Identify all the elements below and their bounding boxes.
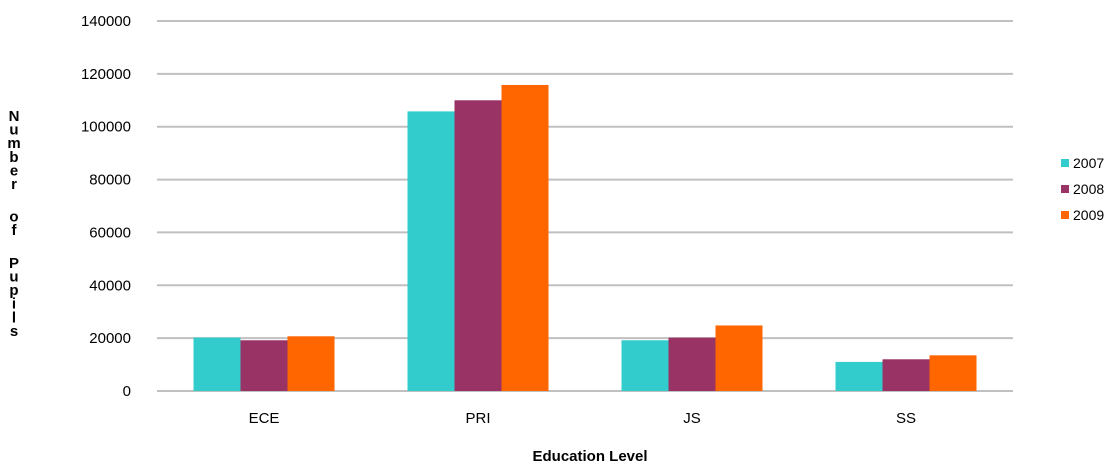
bar-ss-2007 bbox=[835, 361, 883, 391]
y-axis-title-letter: b bbox=[9, 149, 18, 166]
y-axis-title-letter: o bbox=[9, 209, 18, 226]
y-axis-title-letter: l bbox=[12, 309, 16, 326]
legend-label: 2007 bbox=[1073, 155, 1104, 171]
legend-swatch bbox=[1061, 211, 1069, 219]
y-axis-title-letter: m bbox=[7, 135, 20, 152]
bar-ece-2008 bbox=[240, 340, 288, 391]
y-tick-label: 80000 bbox=[89, 172, 131, 189]
y-tick-label: 60000 bbox=[89, 224, 131, 241]
bar-js-2009 bbox=[715, 325, 763, 391]
y-tick-label: 120000 bbox=[81, 66, 131, 83]
legend: 2007 2008 2009 bbox=[1061, 155, 1104, 223]
bar-pri-2009 bbox=[501, 84, 549, 391]
bar-ss-2008 bbox=[882, 359, 930, 391]
x-tick-label: PRI bbox=[465, 410, 490, 427]
y-axis-title-letter: s bbox=[10, 323, 18, 340]
bar-ece-2007 bbox=[193, 337, 241, 391]
y-axis-title-letter: u bbox=[9, 268, 18, 285]
bar-ece-2009 bbox=[287, 336, 335, 391]
y-axis-tick-labels: 0 20000 40000 60000 80000 100000 120000 140000 bbox=[81, 13, 131, 400]
x-axis-title: Education Level bbox=[532, 448, 647, 465]
x-tick-label: SS bbox=[896, 410, 916, 427]
y-axis-title-letter: p bbox=[9, 282, 18, 299]
legend-label: 2009 bbox=[1073, 207, 1104, 223]
y-tick-label: 140000 bbox=[81, 13, 131, 30]
y-tick-label: 40000 bbox=[89, 277, 131, 294]
x-tick-label: JS bbox=[683, 410, 701, 427]
y-axis-title-letter: i bbox=[12, 296, 16, 313]
bar-pri-2007 bbox=[407, 111, 455, 391]
y-tick-label: 20000 bbox=[89, 330, 131, 347]
y-axis-title-letter: e bbox=[10, 162, 18, 179]
bar-js-2008 bbox=[668, 337, 716, 391]
y-axis-title-letter: u bbox=[9, 122, 18, 139]
bar-js-2007 bbox=[621, 340, 669, 391]
y-axis-title-letter: f bbox=[12, 222, 18, 239]
y-tick-label: 100000 bbox=[81, 119, 131, 136]
y-axis-title-letter: P bbox=[9, 255, 19, 272]
bar-ss-2009 bbox=[929, 355, 977, 391]
legend-swatch bbox=[1061, 159, 1069, 167]
x-tick-label: ECE bbox=[249, 410, 280, 427]
gridlines bbox=[157, 20, 1013, 392]
x-axis-category-labels: ECE PRI JS SS bbox=[249, 410, 916, 427]
y-tick-label: 0 bbox=[123, 383, 131, 400]
legend-label: 2008 bbox=[1073, 181, 1104, 197]
y-axis-title-letter: r bbox=[11, 176, 17, 193]
bars bbox=[193, 84, 977, 392]
legend-swatch bbox=[1061, 185, 1069, 193]
y-axis-title-letter: N bbox=[9, 108, 20, 125]
bar-pri-2008 bbox=[454, 100, 502, 392]
